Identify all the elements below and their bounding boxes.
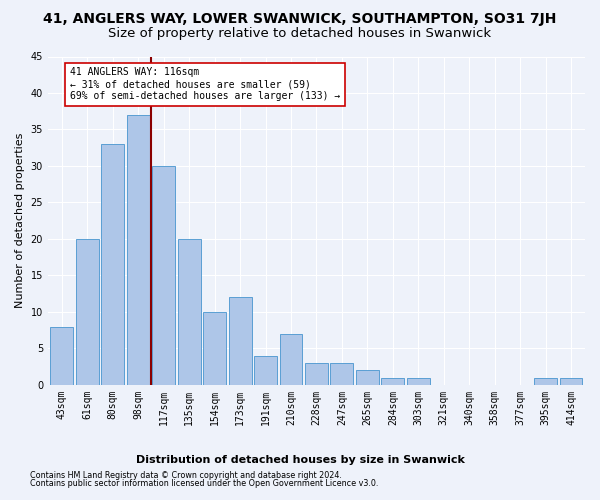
Bar	[50, 326, 73, 385]
Text: Size of property relative to detached houses in Swanwick: Size of property relative to detached ho…	[109, 28, 491, 40]
Bar	[305, 363, 328, 385]
Text: Contains public sector information licensed under the Open Government Licence v3: Contains public sector information licen…	[30, 478, 379, 488]
Text: Contains HM Land Registry data © Crown copyright and database right 2024.: Contains HM Land Registry data © Crown c…	[30, 471, 342, 480]
Bar	[76, 239, 99, 385]
Bar	[254, 356, 277, 385]
Bar	[560, 378, 583, 385]
Bar	[178, 239, 200, 385]
Bar	[203, 312, 226, 385]
Bar	[101, 144, 124, 385]
Text: 41 ANGLERS WAY: 116sqm
← 31% of detached houses are smaller (59)
69% of semi-det: 41 ANGLERS WAY: 116sqm ← 31% of detached…	[70, 68, 340, 100]
Text: 41, ANGLERS WAY, LOWER SWANWICK, SOUTHAMPTON, SO31 7JH: 41, ANGLERS WAY, LOWER SWANWICK, SOUTHAM…	[43, 12, 557, 26]
Bar	[280, 334, 302, 385]
Bar	[152, 166, 175, 385]
Y-axis label: Number of detached properties: Number of detached properties	[15, 133, 25, 308]
Bar	[127, 115, 150, 385]
Bar	[356, 370, 379, 385]
Bar	[229, 298, 251, 385]
Bar	[382, 378, 404, 385]
Text: Distribution of detached houses by size in Swanwick: Distribution of detached houses by size …	[136, 455, 464, 465]
Bar	[534, 378, 557, 385]
Bar	[331, 363, 353, 385]
Bar	[407, 378, 430, 385]
